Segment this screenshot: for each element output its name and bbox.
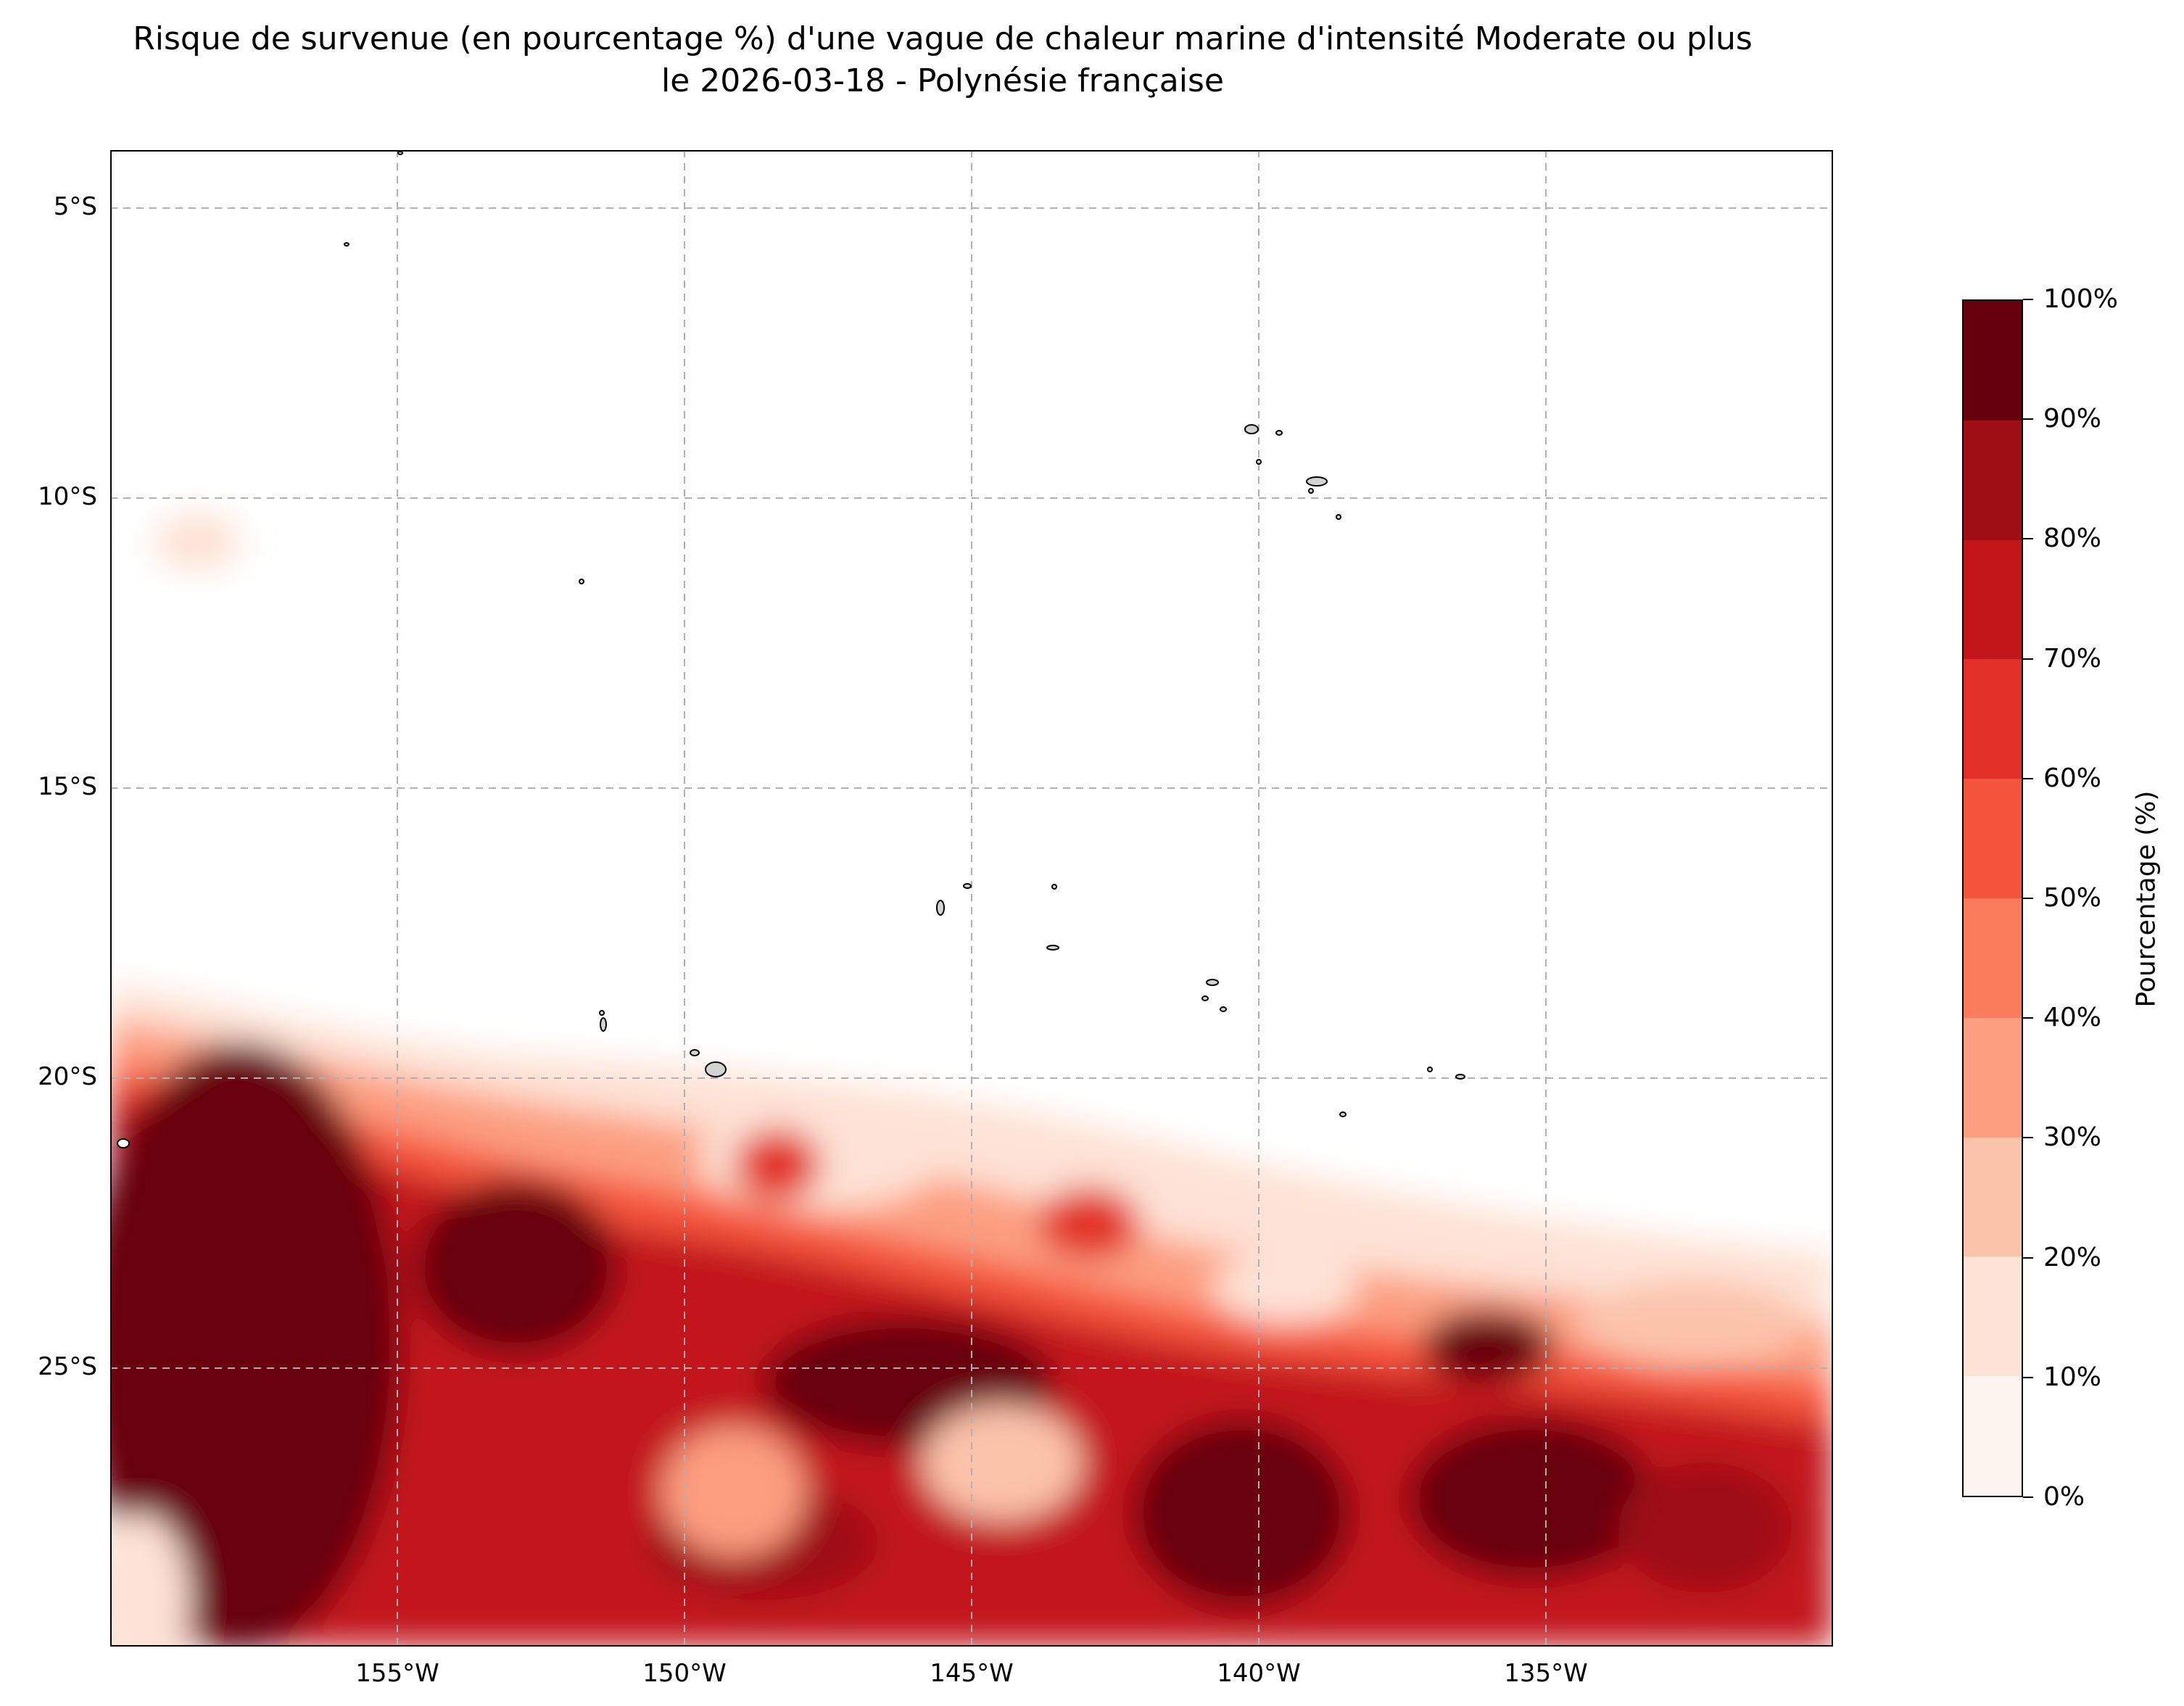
y-tick-label: 10°S [38, 482, 97, 511]
land-islands [117, 151, 1465, 1148]
y-tick-label: 20°S [38, 1062, 97, 1091]
colorbar-tick-mark [2023, 1376, 2033, 1378]
colorbar-tick-mark [2023, 898, 2033, 899]
colorbar-tick-label: 70% [2043, 643, 2102, 674]
colorbar-label: Pourcentage (%) [2131, 790, 2162, 1008]
map-panel [110, 150, 1833, 1647]
colorbar-tick-mark [2023, 1256, 2033, 1259]
colorbar-tick-mark [2023, 538, 2033, 540]
colorbar-tick-label: 90% [2043, 404, 2102, 434]
colorbar-segment [1964, 1017, 2022, 1138]
island-marquesas-1 [1244, 424, 1259, 434]
colorbar-tick-label: 60% [2043, 763, 2102, 793]
colorbar-tick-label: 20% [2043, 1242, 2102, 1272]
map-svg [110, 150, 1833, 1647]
colorbar-segment [1964, 420, 2022, 540]
colorbar-tick-label: 10% [2043, 1362, 2102, 1392]
colorbar-segment [1964, 301, 2022, 421]
island-tahiti [705, 1061, 727, 1077]
colorbar-tick-mark [2023, 1017, 2033, 1019]
colorbar-segment [1964, 1256, 2022, 1377]
map-border [110, 150, 1833, 1647]
x-tick-label: 155°W [355, 1659, 439, 1688]
colorbar-tick-mark [2023, 777, 2033, 779]
x-tick-label: 145°W [930, 1659, 1014, 1688]
risk-core-west [110, 1042, 400, 1647]
colorbar-tick-label: 50% [2043, 883, 2102, 913]
x-tick-label: 150°W [642, 1659, 727, 1688]
map-grid [110, 150, 1833, 1647]
colorbar-tick-mark [2023, 658, 2033, 660]
colorbar-tick-label: 30% [2043, 1122, 2102, 1153]
y-tick-label: 15°S [38, 772, 97, 801]
x-tick-label: 140°W [1217, 1659, 1301, 1688]
colorbar-tick-label: 40% [2043, 1003, 2102, 1033]
colorbar-segment [1964, 1376, 2022, 1496]
colorbar [1962, 299, 2023, 1497]
colorbar-tick-mark [2023, 299, 2033, 300]
chart-title: Risque de survenue (en pourcentage %) d'… [133, 20, 1753, 57]
colorbar-segment [1964, 898, 2022, 1018]
y-tick-label: 25°S [38, 1352, 97, 1381]
colorbar-tick-mark [2023, 1496, 2033, 1498]
x-tick-label: 135°W [1504, 1659, 1588, 1688]
colorbar-segment [1964, 659, 2022, 779]
island-raiatea [600, 1017, 607, 1032]
colorbar-tick-label: 0% [2043, 1482, 2085, 1512]
chart-subtitle: le 2026-03-18 - Polynésie française [661, 62, 1224, 99]
colorbar-segment [1964, 539, 2022, 660]
y-tick-label: 5°S [53, 192, 97, 221]
colorbar-tick-mark [2023, 418, 2033, 421]
colorbar-segment [1964, 1137, 2022, 1257]
colorbar-segment [1964, 779, 2022, 899]
colorbar-tick-label: 80% [2043, 523, 2102, 554]
colorbar-tick-mark [2023, 1137, 2033, 1139]
colorbar-tick-label: 100% [2043, 284, 2118, 314]
